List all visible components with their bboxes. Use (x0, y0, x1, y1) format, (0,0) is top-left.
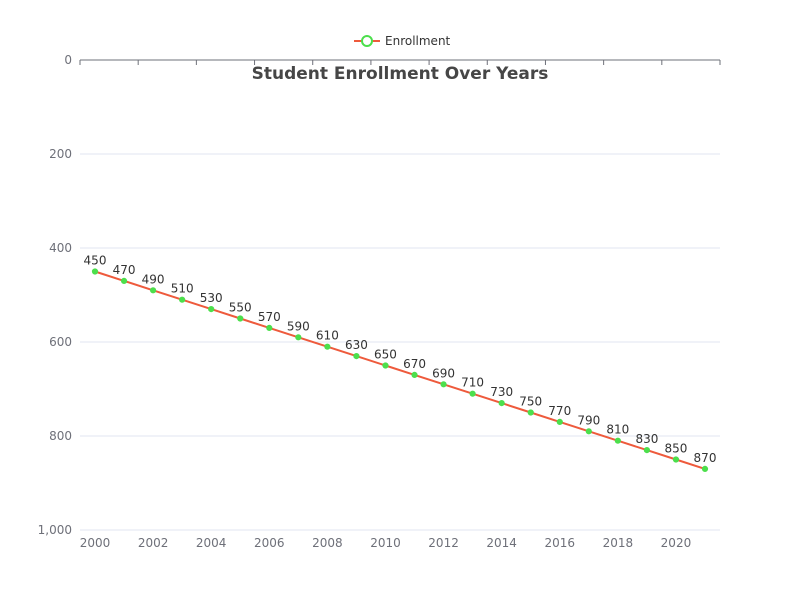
data-point (469, 390, 476, 397)
data-point (149, 287, 157, 294)
series-layer (91, 268, 709, 472)
legend-label: Enrollment (385, 34, 451, 48)
data-point (614, 437, 621, 444)
legend[interactable]: Enrollment (354, 34, 451, 48)
y-tick-label: 600 (49, 335, 72, 349)
data-point (411, 371, 418, 378)
data-point (237, 315, 244, 322)
x-tick-label: 2014 (486, 536, 517, 550)
data-label: 530 (200, 291, 223, 305)
data-point (701, 465, 709, 472)
x-tick-label: 2010 (370, 536, 401, 550)
x-tick-label: 2000 (80, 536, 111, 550)
x-tick-label: 2002 (138, 536, 169, 550)
data-label: 550 (229, 301, 252, 315)
data-point (208, 306, 215, 313)
x-tick-label: 2020 (661, 536, 692, 550)
data-label: 590 (287, 319, 310, 333)
data-label: 610 (316, 329, 339, 343)
legend-marker-icon (361, 35, 373, 47)
data-labels: 450 470 490 510 530 550 570 590 610 630 650 670 690 7… (84, 254, 717, 465)
y-tick-label: 1,000 (38, 523, 72, 537)
data-point (440, 381, 447, 388)
data-label: 650 (374, 348, 397, 362)
data-point (91, 268, 99, 275)
data-label: 770 (548, 404, 571, 418)
axes (79, 59, 721, 65)
data-point (295, 334, 302, 341)
y-tick-label: 200 (49, 147, 72, 161)
data-label: 510 (171, 282, 194, 296)
data-point (353, 353, 360, 360)
data-label: 810 (606, 423, 629, 437)
y-axis-ticks: 0 200 400 600 800 1,000 (38, 53, 72, 537)
y-tick-label: 0 (64, 53, 72, 67)
x-tick-label: 2016 (544, 536, 575, 550)
data-point (120, 277, 128, 284)
data-label: 730 (490, 385, 513, 399)
data-point (585, 428, 592, 435)
data-label: 710 (461, 376, 484, 390)
x-tick-label: 2012 (428, 536, 459, 550)
data-point (527, 409, 534, 416)
data-label: 690 (432, 366, 455, 380)
data-label: 850 (664, 442, 687, 456)
x-tick-label: 2004 (196, 536, 227, 550)
data-label: 870 (694, 451, 717, 465)
data-label: 790 (577, 413, 600, 427)
x-tick-label: 2008 (312, 536, 343, 550)
data-label: 670 (403, 357, 426, 371)
data-label: 490 (142, 272, 165, 286)
data-point (324, 343, 331, 350)
data-point (498, 400, 505, 407)
data-label: 630 (345, 338, 368, 352)
data-point (382, 362, 389, 369)
data-point (672, 456, 680, 463)
data-point (266, 324, 273, 331)
data-point (556, 418, 563, 425)
x-axis-ticks: 2000 2002 2004 2006 2008 2010 2012 2014 2016 2018… (80, 536, 691, 550)
y-tick-label: 800 (49, 429, 72, 443)
y-tick-label: 400 (49, 241, 72, 255)
x-tick-label: 2018 (603, 536, 634, 550)
data-point (643, 447, 651, 454)
chart-title: Student Enrollment Over Years (252, 64, 549, 84)
x-tick-label: 2006 (254, 536, 285, 550)
data-label: 470 (113, 263, 136, 277)
data-label: 750 (519, 395, 542, 409)
data-label: 450 (84, 254, 107, 268)
data-label: 570 (258, 310, 281, 324)
grid-lines (80, 153, 720, 531)
data-label: 830 (635, 432, 658, 446)
series-line (94, 270, 706, 470)
data-point (179, 296, 186, 303)
